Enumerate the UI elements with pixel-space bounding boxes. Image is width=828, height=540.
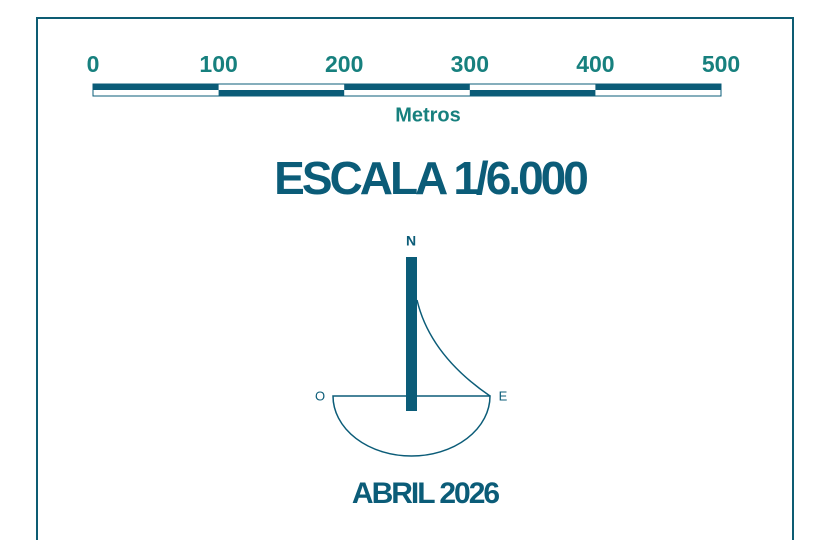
north-needle xyxy=(406,257,417,411)
scale-bar: 0 100 200 300 400 500 xyxy=(87,51,741,96)
west-label: O xyxy=(315,388,325,403)
scale-segment xyxy=(470,90,596,96)
north-arrow: N O E xyxy=(315,233,508,456)
scale-segment xyxy=(595,84,721,90)
scale-segment xyxy=(93,84,219,90)
scale-segment xyxy=(344,84,470,90)
scale-tick-label: 0 xyxy=(87,51,100,77)
scale-segment xyxy=(219,90,345,96)
date: ABRIL 2026 xyxy=(352,477,500,510)
map-legend: 0 100 200 300 400 500 Metros ESCALA 1/6.000 N… xyxy=(0,0,828,540)
scale-tick-label: 300 xyxy=(451,51,489,77)
east-label: E xyxy=(499,388,508,403)
scale-tick-label: 500 xyxy=(702,51,740,77)
north-label: N xyxy=(406,233,416,249)
scale-tick-label: 200 xyxy=(325,51,363,77)
needle-sail xyxy=(417,300,490,396)
scale-tick-label: 100 xyxy=(199,51,237,77)
scale-tick-label: 400 xyxy=(576,51,614,77)
scale-title: ESCALA 1/6.000 xyxy=(274,152,587,204)
scale-unit: Metros xyxy=(395,104,461,126)
